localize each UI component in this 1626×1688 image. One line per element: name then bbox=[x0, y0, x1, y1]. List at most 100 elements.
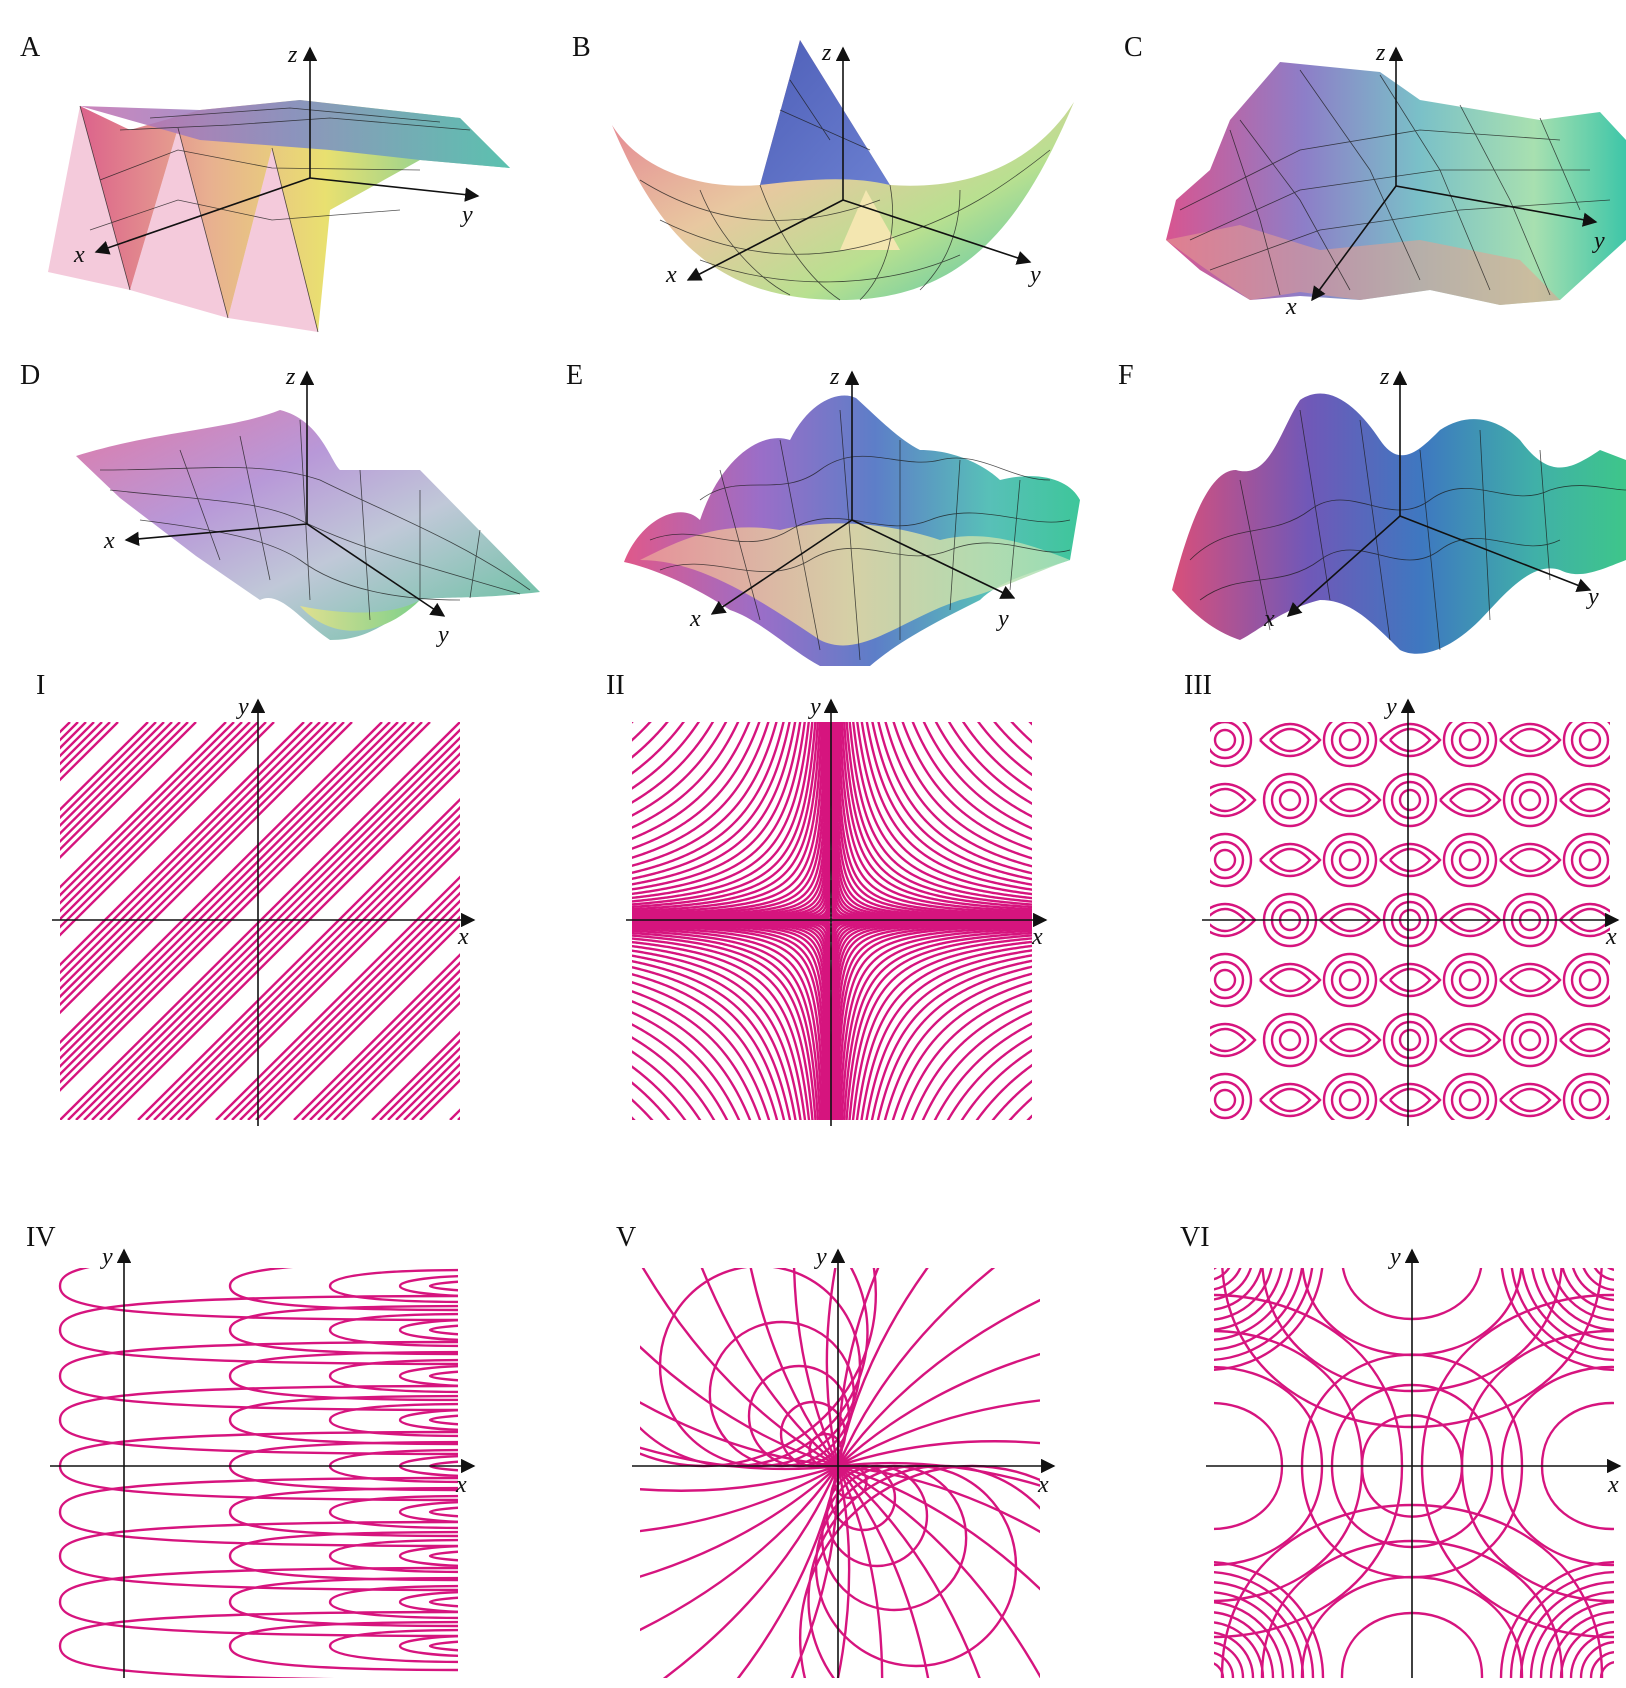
contour-line bbox=[398, 1365, 458, 1387]
contour-line bbox=[632, 722, 652, 742]
contour-line bbox=[387, 1046, 460, 1120]
contour-line bbox=[60, 722, 165, 828]
contour-line bbox=[1398, 788, 1422, 812]
contour-line bbox=[871, 722, 1032, 881]
contour-line bbox=[1509, 727, 1552, 753]
contour-line bbox=[107, 768, 460, 1120]
contour-line bbox=[1214, 1268, 1283, 1331]
contour-line bbox=[911, 722, 1032, 841]
contour-line bbox=[1593, 1268, 1614, 1282]
contour-line bbox=[1529, 1590, 1614, 1678]
contour-line bbox=[1213, 848, 1237, 872]
contour-line bbox=[1340, 1611, 1484, 1678]
contour-line bbox=[60, 722, 197, 860]
contour-line bbox=[632, 722, 826, 915]
panel-label-E: E bbox=[566, 360, 583, 391]
y-axis-label: y bbox=[1388, 1244, 1401, 1270]
contour-line bbox=[91, 752, 460, 1120]
contour-line bbox=[1214, 1268, 1324, 1371]
contour-line bbox=[60, 722, 399, 1061]
contour-line bbox=[877, 722, 1032, 875]
contour-line bbox=[1210, 1027, 1247, 1053]
x-axis-label: x bbox=[1605, 924, 1617, 950]
contour-line bbox=[1570, 840, 1610, 880]
contour-line bbox=[632, 722, 827, 916]
y-axis-label: y bbox=[1586, 584, 1599, 610]
contour-line bbox=[632, 1050, 702, 1120]
contour-line bbox=[60, 722, 71, 734]
panel-label-II: II bbox=[606, 670, 625, 701]
contour-line bbox=[993, 722, 1032, 761]
contour-line bbox=[60, 722, 111, 774]
contour-line bbox=[58, 1610, 458, 1678]
contour-line bbox=[328, 1312, 458, 1348]
contour-line bbox=[1390, 780, 1430, 820]
contour-line bbox=[946, 1035, 1032, 1120]
contour-line bbox=[836, 1268, 929, 1467]
contour-line bbox=[228, 1530, 458, 1582]
contour-line bbox=[1213, 728, 1237, 752]
contour-line bbox=[1322, 722, 1378, 768]
contour-line bbox=[870, 959, 1032, 1120]
contour-line bbox=[1420, 1294, 1614, 1638]
contour-line bbox=[60, 722, 267, 929]
contour-line bbox=[1214, 1268, 1314, 1361]
contour-line bbox=[328, 1494, 458, 1530]
contour-line bbox=[1450, 960, 1490, 1000]
contour-line bbox=[1518, 788, 1542, 812]
contour-line bbox=[1214, 1268, 1294, 1341]
contour-line bbox=[837, 1464, 1040, 1678]
contour-line bbox=[328, 1358, 458, 1394]
surface-A-mesh bbox=[79, 105, 471, 333]
surface-C-axes: z x y bbox=[1285, 40, 1605, 320]
surface-E-axes: z x y bbox=[689, 364, 1016, 632]
contour-line bbox=[851, 940, 1032, 1120]
contour-line bbox=[1210, 832, 1253, 888]
y-axis-label: y bbox=[814, 1244, 827, 1270]
contour-line bbox=[1269, 1087, 1312, 1113]
x-axis bbox=[710, 519, 853, 615]
surface-panel-A: A z x y bbox=[20, 32, 510, 333]
contour-line bbox=[1502, 1012, 1558, 1068]
contour-line bbox=[328, 1628, 458, 1664]
contour-line bbox=[60, 722, 313, 975]
contour-line bbox=[1213, 1088, 1237, 1112]
contour-line bbox=[1301, 1268, 1523, 1357]
contour-line bbox=[1330, 722, 1370, 760]
contour-line bbox=[991, 1079, 1032, 1120]
contour-line bbox=[1578, 1088, 1602, 1112]
contour-line bbox=[428, 1414, 458, 1426]
contour-line bbox=[947, 722, 1032, 805]
contour-line bbox=[1210, 840, 1245, 880]
contour-line bbox=[836, 1268, 880, 1467]
z-axis-label: z bbox=[1379, 364, 1390, 390]
contour-line bbox=[632, 990, 762, 1120]
contour-line bbox=[825, 1268, 840, 1467]
contour-line bbox=[632, 931, 820, 1120]
contour-line bbox=[662, 1465, 840, 1678]
surface-panel-D: D z x y bbox=[20, 360, 540, 648]
contour-line bbox=[836, 1268, 996, 1467]
contour-line bbox=[1210, 722, 1245, 760]
contour-line bbox=[1210, 1022, 1257, 1058]
contour-line bbox=[632, 927, 824, 1120]
contour-line bbox=[632, 1036, 716, 1120]
contour-line bbox=[891, 980, 1032, 1120]
contour-line bbox=[1449, 787, 1492, 813]
contour-line bbox=[428, 1370, 458, 1382]
contour-line bbox=[838, 722, 1032, 913]
x-axis-label: x bbox=[689, 606, 701, 632]
contour-line bbox=[1322, 1072, 1378, 1120]
x-axis bbox=[1286, 515, 1401, 617]
contour-line bbox=[838, 927, 1032, 1120]
contour-line bbox=[632, 722, 802, 891]
y-axis bbox=[842, 199, 1032, 265]
y-axis-label: y bbox=[436, 622, 449, 648]
contour-line bbox=[1259, 962, 1322, 998]
contour-line bbox=[1509, 1087, 1552, 1113]
contour-line bbox=[1221, 1268, 1603, 1428]
panel-label-IV: IV bbox=[26, 1222, 56, 1253]
contour-line bbox=[60, 722, 460, 1120]
panel-label-C: C bbox=[1124, 32, 1143, 63]
contour-line bbox=[922, 722, 1032, 830]
